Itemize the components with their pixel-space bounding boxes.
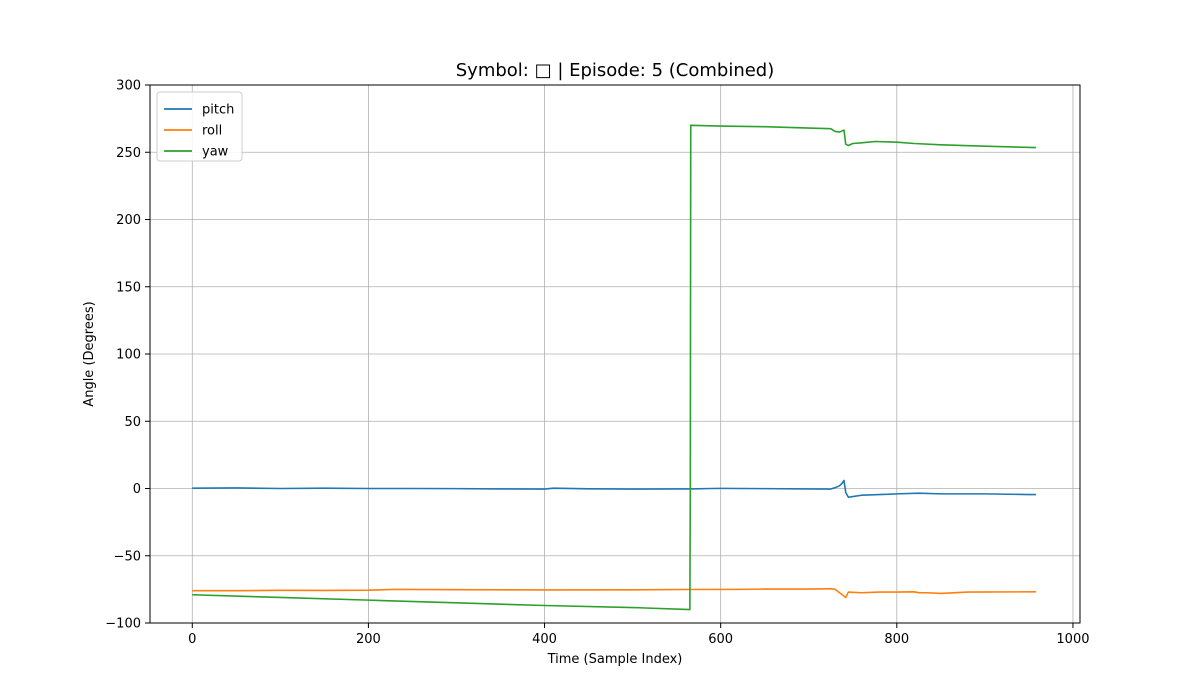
legend: pitch roll yaw xyxy=(156,91,243,162)
legend-label-roll: roll xyxy=(202,124,222,139)
y-tick-label: 300 xyxy=(116,79,141,94)
y-tick-label: 150 xyxy=(116,280,141,295)
y-tick-label: 250 xyxy=(116,146,141,161)
series-line-pitch xyxy=(192,479,1036,499)
y-tick-label: 100 xyxy=(116,348,141,363)
chart-title: Symbol: □ | Episode: 5 (Combined) xyxy=(456,60,775,81)
y-tick-label: 50 xyxy=(124,415,141,430)
x-tick-label: 0 xyxy=(188,632,196,647)
x-axis-ticks: 0 200 400 600 800 1000 xyxy=(188,623,1090,647)
legend-label-pitch: pitch xyxy=(202,103,234,118)
x-axis-label: Time (Sample Index) xyxy=(547,652,683,667)
series-lines xyxy=(192,124,1036,611)
x-tick-label: 800 xyxy=(884,632,909,647)
y-axis-ticks: −100 −50 0 50 100 150 200 250 300 xyxy=(105,79,150,632)
series-line-yaw xyxy=(192,124,1036,611)
x-tick-label: 400 xyxy=(532,632,557,647)
grid xyxy=(150,84,1080,624)
legend-label-yaw: yaw xyxy=(202,145,229,160)
y-axis-label: Angle (Degrees) xyxy=(82,301,97,406)
x-tick-label: 1000 xyxy=(1056,632,1089,647)
y-tick-label: 200 xyxy=(116,213,141,228)
y-tick-label: −100 xyxy=(105,617,141,632)
x-tick-label: 600 xyxy=(708,632,733,647)
x-tick-label: 200 xyxy=(356,632,381,647)
y-tick-label: 0 xyxy=(133,482,141,497)
y-tick-label: −50 xyxy=(114,549,141,564)
series-line-roll xyxy=(192,587,1036,599)
